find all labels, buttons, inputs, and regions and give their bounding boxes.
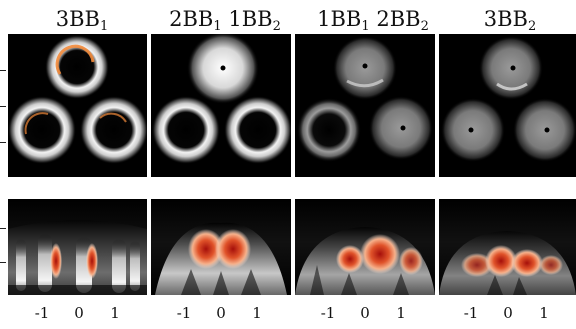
title-col-2b-main: 1BB bbox=[228, 7, 273, 31]
ring-right-trim bbox=[99, 112, 127, 123]
x-tick-label: 1 bbox=[110, 304, 120, 322]
title-col-1-main: 3BB bbox=[55, 7, 100, 31]
y-tick bbox=[0, 106, 6, 107]
panel-bottom-2-plot bbox=[151, 199, 291, 295]
blob-top-core bbox=[510, 65, 516, 71]
title-col-3-main: 1BB bbox=[317, 7, 362, 31]
panel-bottom-1 bbox=[8, 199, 147, 295]
heat-lobe-left bbox=[188, 229, 224, 269]
x-tick-label: -1 bbox=[34, 304, 50, 322]
x-tick-label: 0 bbox=[216, 304, 226, 322]
title-col-4: 3BB2 bbox=[440, 6, 576, 36]
title-col-2-sub: 1 bbox=[213, 19, 222, 34]
ring-left-trim bbox=[24, 112, 49, 135]
title-col-3b-sub: 2 bbox=[420, 19, 429, 34]
heat-lobe-right bbox=[539, 255, 563, 275]
panel-top-3-plot bbox=[297, 36, 433, 162]
y-tick bbox=[0, 70, 6, 71]
panel-bottom-1-plot bbox=[8, 199, 147, 295]
panel-bottom-2 bbox=[151, 199, 291, 295]
ring-top-trim bbox=[55, 44, 95, 75]
title-col-2b-sub: 2 bbox=[272, 19, 281, 34]
title-col-3b-main: 2BB bbox=[376, 7, 421, 31]
title-col-3-sub: 1 bbox=[361, 19, 370, 34]
blob-top-core bbox=[362, 63, 368, 69]
x-tick-label: -1 bbox=[463, 304, 479, 322]
panel-top-4 bbox=[439, 34, 576, 177]
panel-bottom-3 bbox=[295, 199, 435, 295]
y-tick bbox=[0, 142, 6, 143]
blob-top-core bbox=[220, 65, 226, 71]
heat-lobe-center bbox=[360, 234, 400, 274]
title-col-2: 2BB1 1BB2 bbox=[150, 6, 300, 36]
panel-top-3 bbox=[295, 34, 435, 177]
blob-right-core bbox=[544, 127, 550, 133]
x-tick-label: 1 bbox=[539, 304, 549, 322]
heat-peak-right bbox=[86, 243, 98, 279]
heat-peak-left bbox=[50, 243, 62, 279]
x-tick-label: -1 bbox=[320, 304, 336, 322]
title-col-1: 3BB1 bbox=[12, 6, 152, 36]
ring-left bbox=[297, 98, 361, 162]
ring-left bbox=[8, 96, 76, 164]
ring-top bbox=[45, 35, 109, 99]
panel-top-1-plot bbox=[8, 35, 147, 164]
blob-top-arc bbox=[496, 82, 528, 91]
panel-top-2-plot bbox=[152, 34, 291, 164]
heat-lobe-center-left bbox=[485, 245, 517, 277]
heat-lobe-left bbox=[336, 245, 364, 273]
blob-right-core bbox=[400, 125, 406, 131]
heat-lobe-right bbox=[399, 247, 423, 275]
x-tick-label: 1 bbox=[252, 304, 262, 322]
x-tick-label: 0 bbox=[503, 304, 513, 322]
panel-bottom-3-plot bbox=[295, 199, 435, 295]
blob-left-core bbox=[468, 127, 474, 133]
y-tick bbox=[0, 228, 6, 229]
title-col-3: 1BB1 2BB2 bbox=[298, 6, 448, 36]
panel-top-1 bbox=[8, 34, 147, 177]
x-tick-label: 1 bbox=[396, 304, 406, 322]
heat-lobe-center-right bbox=[511, 249, 543, 277]
heat-lobe-right bbox=[215, 229, 251, 269]
title-col-4-sub: 2 bbox=[527, 19, 537, 34]
panel-top-4-plot bbox=[441, 36, 576, 162]
heat-lobe-left bbox=[461, 253, 493, 277]
title-col-2-main: 2BB bbox=[169, 7, 214, 31]
panel-bottom-4 bbox=[439, 199, 576, 295]
y-tick bbox=[0, 262, 6, 263]
title-col-4-main: 3BB bbox=[483, 7, 528, 31]
panel-bottom-4-plot bbox=[439, 199, 576, 295]
x-tick-label: 0 bbox=[360, 304, 370, 322]
x-tick-label: 0 bbox=[74, 304, 84, 322]
ring-right bbox=[224, 96, 291, 164]
title-col-1-sub: 1 bbox=[99, 19, 109, 34]
panel-top-2 bbox=[151, 34, 291, 177]
ring-left bbox=[152, 96, 220, 164]
ring-right bbox=[80, 96, 147, 164]
blob-top-arc bbox=[346, 78, 384, 88]
x-tick-label: -1 bbox=[176, 304, 192, 322]
